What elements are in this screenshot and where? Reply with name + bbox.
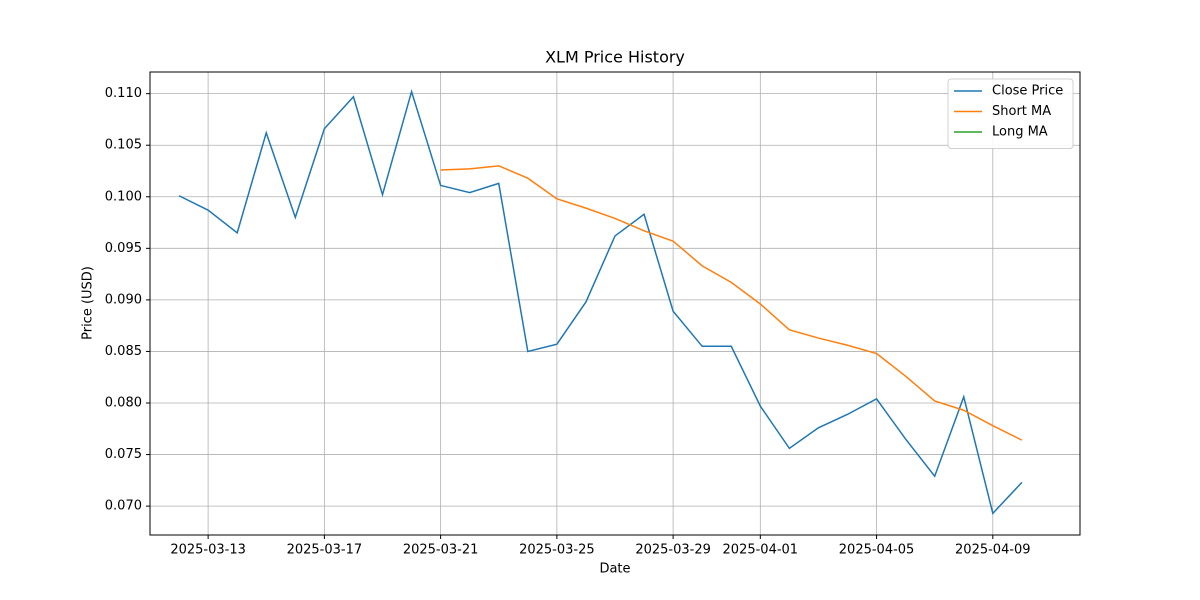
x-tick-label: 2025-03-21: [403, 543, 479, 558]
legend-label: Long MA: [992, 125, 1048, 140]
y-tick-label: 0.090: [105, 292, 142, 307]
y-tick-label: 0.080: [105, 396, 142, 411]
y-tick-label: 0.110: [105, 86, 142, 101]
y-tick-label: 0.100: [105, 189, 142, 204]
x-tick-label: 2025-04-09: [955, 543, 1031, 558]
data-line: [178, 88, 1023, 515]
x-tick-label: 2025-03-25: [519, 543, 595, 558]
y-tick-label: 0.105: [105, 138, 142, 153]
x-tick-label: 2025-03-17: [287, 543, 363, 558]
y-tick-label: 0.075: [105, 447, 142, 462]
chart-title: XLM Price History: [545, 48, 685, 67]
x-tick-label: 2025-03-29: [635, 543, 711, 558]
y-tick-label: 0.070: [105, 499, 142, 514]
legend-label: Close Price: [992, 84, 1063, 99]
data-line: [440, 165, 1023, 441]
x-tick-label: 2025-03-13: [170, 543, 246, 558]
plot-frame: [149, 71, 1081, 536]
y-tick-label: 0.085: [105, 344, 142, 359]
y-axis-label: Price (USD): [81, 266, 96, 340]
x-tick-label: 2025-04-05: [839, 543, 915, 558]
legend-label: Short MA: [992, 104, 1051, 119]
legend-box: [947, 78, 1074, 149]
x-tick-label: 2025-04-01: [723, 543, 799, 558]
y-tick-label: 0.095: [105, 241, 142, 256]
x-axis-label: Date: [599, 562, 630, 577]
